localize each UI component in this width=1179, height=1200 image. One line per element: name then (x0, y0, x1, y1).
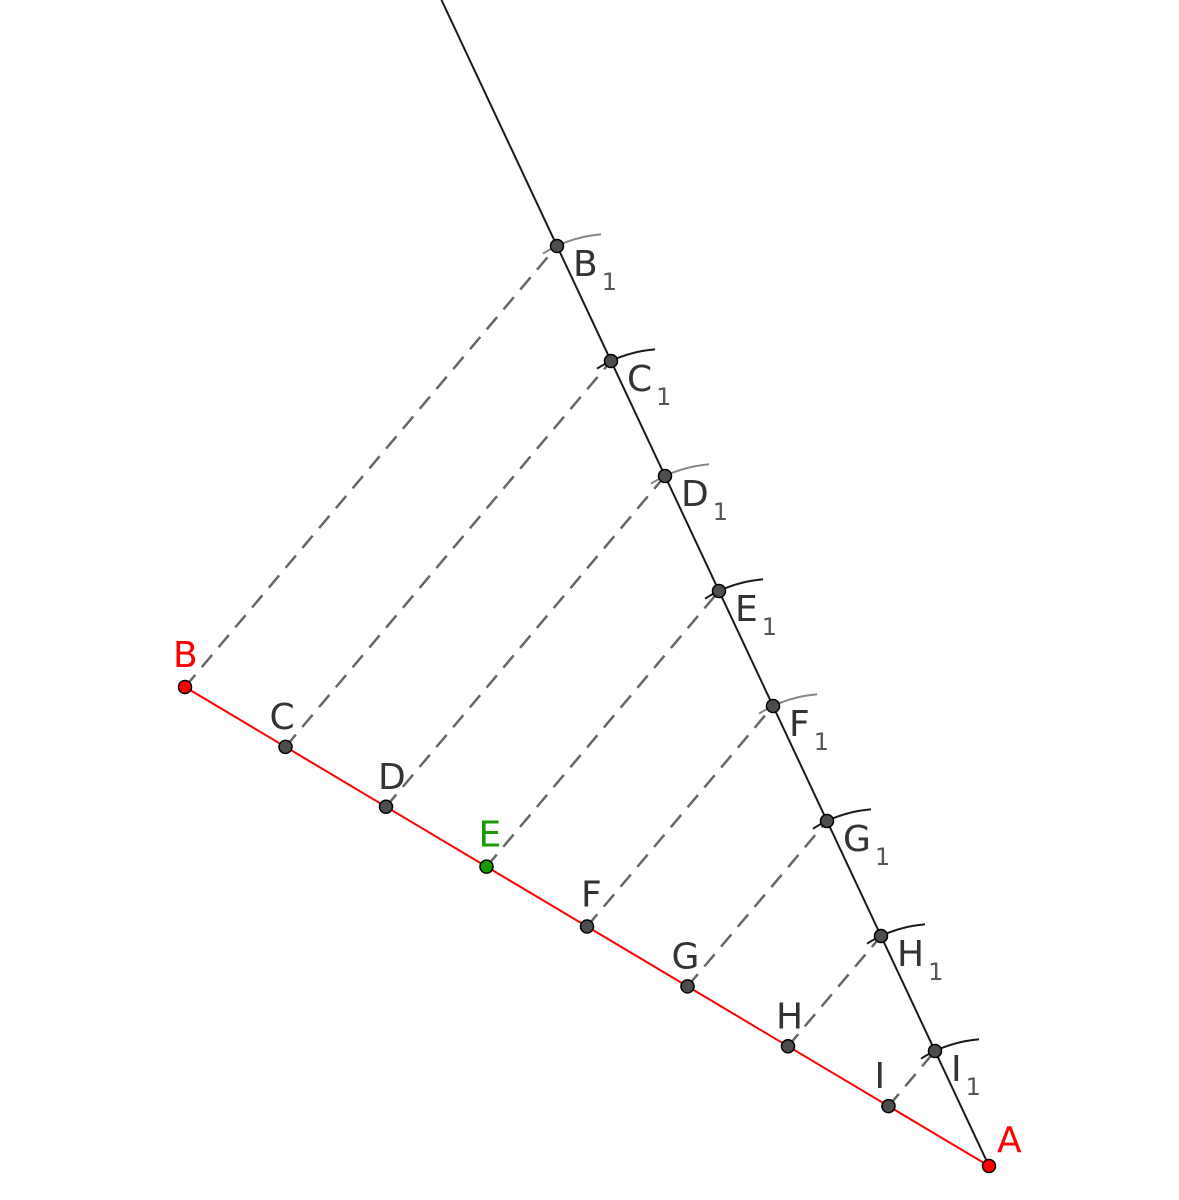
label-a: A (997, 1120, 1022, 1161)
point-e[interactable] (479, 859, 494, 874)
label-g1-letter: G (843, 819, 871, 860)
point-d1[interactable] (657, 468, 673, 484)
label-d: D (378, 757, 406, 798)
label-c1-letter: C (627, 359, 652, 400)
label-c: C (270, 697, 295, 738)
ray-line (440, 0, 990, 1167)
label-e1-subscript: 1 (762, 613, 777, 641)
point-a[interactable] (981, 1158, 997, 1174)
label-f: F (581, 875, 602, 916)
label-i1-letter: I (951, 1049, 962, 1090)
construction-line-c (284, 360, 612, 748)
points-layer (177, 238, 997, 1174)
point-c1[interactable] (603, 353, 619, 369)
point-b[interactable] (177, 679, 193, 695)
label-b: B (173, 635, 198, 676)
point-g[interactable] (680, 979, 695, 994)
label-b1-letter: B (573, 244, 598, 285)
construction-line-e (485, 590, 720, 868)
construction-line-i (887, 1050, 936, 1107)
label-f1-letter: F (789, 704, 810, 745)
label-h: H (776, 996, 803, 1037)
label-g1-subscript: 1 (875, 843, 890, 871)
label-i1-subscript: 1 (966, 1073, 981, 1101)
construction-line-f (586, 705, 774, 928)
point-i1[interactable] (927, 1043, 943, 1059)
label-g: G (672, 936, 700, 977)
label-e1-letter: E (735, 589, 758, 630)
point-b1[interactable] (549, 238, 565, 254)
construction-line-g (686, 820, 828, 988)
label-c1-subscript: 1 (656, 383, 671, 411)
label-f1-subscript: 1 (814, 728, 829, 756)
label-h1-subscript: 1 (928, 958, 943, 986)
label-i: I (875, 1056, 886, 1097)
point-h[interactable] (780, 1039, 796, 1054)
label-d1-letter: D (681, 474, 709, 515)
label-d1-subscript: 1 (713, 498, 728, 526)
label-b1-subscript: 1 (602, 268, 617, 296)
point-f[interactable] (579, 919, 595, 934)
point-i[interactable] (881, 1098, 896, 1114)
lines-layer (184, 0, 990, 1167)
construction-line-d (385, 475, 666, 808)
label-e: E (479, 815, 502, 856)
point-e1[interactable] (711, 583, 727, 599)
label-h1-letter: H (897, 934, 924, 975)
point-g1[interactable] (819, 813, 835, 829)
point-d[interactable] (378, 799, 394, 814)
construction-line-b (184, 245, 558, 688)
point-f1[interactable] (765, 698, 781, 714)
point-h1[interactable] (873, 928, 889, 944)
point-c[interactable] (278, 739, 293, 755)
